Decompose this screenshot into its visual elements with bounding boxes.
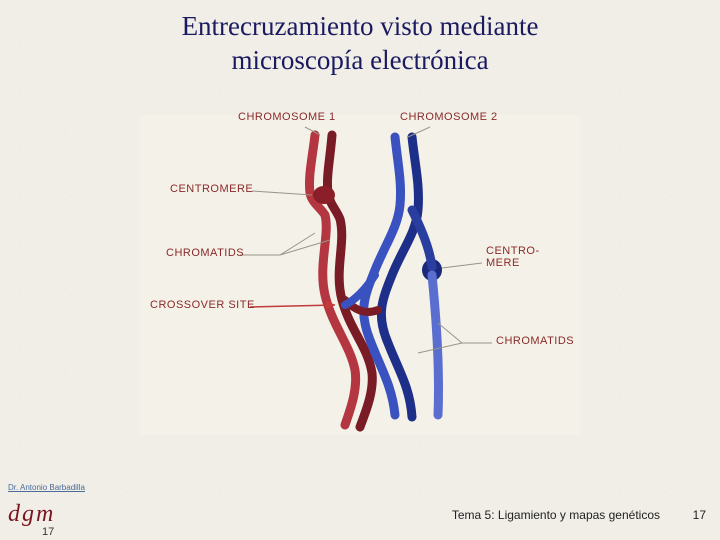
chr1-centromere — [313, 186, 335, 204]
title-line-2: microscopía electrónica — [231, 45, 488, 75]
label-chromosome-2: CHROMOSOME 2 — [400, 111, 498, 123]
label-chromatids-right: CHROMATIDS — [496, 335, 574, 347]
footer-author-link[interactable]: Dr. Antonio Barbadilla — [8, 483, 85, 492]
diagram-bg — [140, 115, 580, 435]
footer-topic: Tema 5: Ligamiento y mapas genéticos — [452, 508, 660, 522]
label-centromere-right-l2: MERE — [486, 257, 520, 269]
label-centromere-right-l1: CENTRO- — [486, 245, 540, 257]
label-chromatids-left: CHROMATIDS — [166, 247, 244, 259]
footer-slide-number-right: 17 — [693, 508, 706, 522]
footer-slide-number-left: 17 — [42, 526, 54, 538]
label-crossover-site: CROSSOVER SITE — [150, 299, 255, 311]
chromosome-diagram: CHROMOSOME 1 CHROMOSOME 2 CENTROMERE CHR… — [140, 115, 580, 435]
footer-logo: dgm — [8, 501, 55, 528]
slide-title: Entrecruzamiento visto mediante microsco… — [0, 0, 720, 78]
diagram-svg — [140, 115, 580, 435]
title-line-1: Entrecruzamiento visto mediante — [182, 11, 539, 41]
label-centromere-left: CENTROMERE — [170, 183, 253, 195]
label-centromere-right: CENTRO- MERE — [486, 245, 540, 269]
label-chromosome-1: CHROMOSOME 1 — [238, 111, 336, 123]
